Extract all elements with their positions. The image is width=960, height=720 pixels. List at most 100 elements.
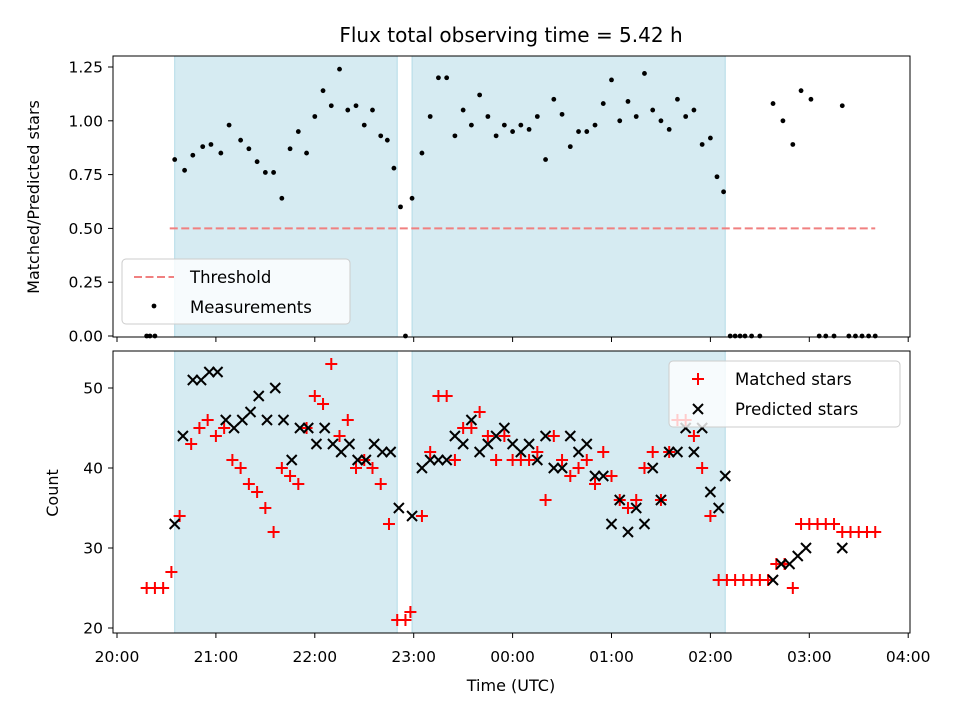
- measurement-point-11: [246, 146, 252, 152]
- predicted-star-point-0: [168, 518, 181, 530]
- matched-star-point-46: [523, 454, 536, 466]
- matched-star-point-29: [382, 518, 395, 530]
- matched-star-point-83: [828, 518, 841, 530]
- matched-star-point-15: [267, 526, 280, 538]
- bottom-ytick-label-2: 40: [83, 460, 103, 478]
- measurement-point-37: [452, 133, 458, 139]
- measurement-point-75: [749, 333, 755, 339]
- legend-measurements-label: Measurements: [190, 298, 312, 317]
- matched-star-point-17: [284, 470, 297, 482]
- measurement-point-27: [378, 133, 384, 139]
- matched-star-point-27: [366, 462, 379, 474]
- predicted-star-point-51: [597, 470, 609, 482]
- legend-matched-marker: [692, 373, 704, 385]
- bottom-xtick-label-7: 03:00: [787, 648, 832, 666]
- top-ytick-label-3: 0.75: [68, 166, 103, 184]
- matched-star-point-24: [341, 414, 354, 426]
- matched-star-point-60: [638, 462, 651, 474]
- predicted-star-point-5: [211, 366, 224, 378]
- measurement-point-45: [518, 122, 524, 128]
- predicted-star-point-49: [581, 438, 593, 450]
- legend-matched-label: Matched stars: [735, 370, 852, 389]
- matched-star-point-34: [424, 446, 437, 458]
- measurement-point-86: [846, 333, 852, 339]
- measurement-point-5: [190, 152, 196, 158]
- predicted-star-point-45: [548, 462, 560, 474]
- measurement-point-28: [384, 137, 390, 143]
- matched-star-point-67: [696, 462, 709, 474]
- predicted-star-point-68: [775, 558, 787, 570]
- predicted-star-point-72: [836, 542, 848, 554]
- measurement-point-77: [770, 101, 776, 106]
- matched-star-point-7: [201, 414, 214, 426]
- predicted-star-point-27: [393, 502, 405, 514]
- measurement-point-36: [444, 75, 450, 81]
- predicted-star-point-10: [253, 390, 265, 402]
- measurement-point-53: [584, 129, 590, 134]
- predicted-star-point-17: [310, 438, 323, 450]
- bottom-ytick-label-3: 50: [83, 380, 103, 398]
- matched-star-point-52: [572, 462, 585, 474]
- top-legend: Threshold Measurements: [121, 258, 351, 325]
- predicted-star-point-56: [638, 518, 651, 530]
- matched-star-point-66: [687, 430, 700, 442]
- measurement-point-70: [721, 189, 726, 195]
- predicted-star-point-58: [655, 494, 667, 506]
- predicted-star-point-2: [187, 374, 199, 386]
- predicted-star-point-18: [318, 422, 331, 434]
- bottom-legend: Matched stars Predicted stars: [668, 360, 901, 428]
- predicted-star-point-59: [663, 446, 675, 458]
- matched-star-point-61: [646, 446, 659, 458]
- bottom-shaded-interval-0: [174, 350, 398, 634]
- measurement-point-83: [823, 333, 829, 339]
- measurement-point-84: [831, 333, 837, 339]
- top-panel: 0.00 0.25 0.50 0.75 1.00 1.25 Matched/Predict…: [24, 55, 911, 346]
- predicted-star-point-44: [539, 430, 552, 442]
- measurement-point-74: [742, 333, 748, 339]
- legend-measurements-marker: [151, 303, 157, 309]
- predicted-star-point-55: [630, 502, 642, 514]
- legend-predicted-marker: [692, 403, 704, 415]
- measurement-point-26: [370, 107, 375, 113]
- matched-star-point-59: [630, 494, 643, 506]
- measurement-point-43: [501, 122, 507, 128]
- measurement-point-17: [295, 129, 301, 134]
- predicted-star-point-54: [622, 526, 634, 538]
- bottom-xtick-label-6: 02:00: [688, 648, 733, 666]
- measurement-point-57: [617, 118, 623, 124]
- predicted-star-point-46: [556, 462, 568, 474]
- matched-star-point-40: [473, 406, 486, 418]
- predicted-star-point-52: [605, 518, 618, 530]
- matched-star-point-8: [209, 430, 222, 442]
- top-ytick-label-4: 1.00: [68, 112, 103, 130]
- matched-star-point-18: [292, 478, 305, 490]
- matched-star-point-50: [556, 454, 569, 466]
- predicted-star-point-21: [343, 438, 356, 450]
- predicted-star-point-53: [614, 494, 626, 506]
- matched-star-point-49: [547, 430, 560, 442]
- predicted-star-point-23: [360, 454, 372, 466]
- measurement-point-80: [798, 88, 804, 94]
- predicted-star-point-16: [302, 422, 314, 434]
- measurement-point-7: [208, 142, 214, 147]
- matched-star-point-5: [185, 438, 198, 450]
- matched-star-point-6: [193, 422, 206, 434]
- top-ytick-label-0: 0.00: [68, 328, 103, 346]
- bottom-panel: 20 30 40 50 20:00 21:00 22:00 23:00 00:00 01:00 0…: [43, 350, 931, 695]
- measurement-point-13: [262, 170, 268, 175]
- measurement-point-14: [271, 170, 276, 175]
- measurement-point-15: [279, 195, 285, 201]
- matched-star-point-11: [234, 462, 247, 474]
- measurement-point-20: [320, 88, 326, 94]
- matched-star-point-88: [869, 526, 882, 538]
- measurement-point-33: [419, 150, 425, 156]
- matched-star-point-12: [242, 478, 255, 490]
- matched-star-point-68: [704, 510, 717, 522]
- measurement-point-85: [839, 103, 845, 109]
- matched-star-point-58: [621, 502, 634, 514]
- measurement-point-49: [551, 96, 557, 102]
- measurement-point-16: [287, 146, 293, 152]
- matched-star-point-33: [415, 510, 428, 522]
- measurement-point-32: [409, 195, 415, 201]
- matched-star-point-19: [300, 422, 313, 434]
